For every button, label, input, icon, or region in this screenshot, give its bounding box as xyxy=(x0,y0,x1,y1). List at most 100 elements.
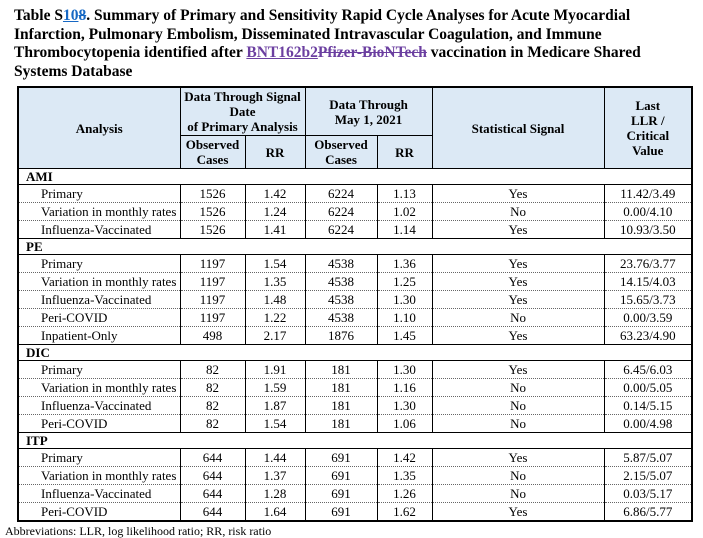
cell-obs1: 82 xyxy=(179,396,246,415)
table-row: Influenza-Vaccinated 1526 1.41 6224 1.14 Yes 1… xyxy=(17,220,693,239)
cell-analysis: Primary xyxy=(17,448,181,467)
cell-signal: No xyxy=(431,484,605,503)
cell-rr1: 1.37 xyxy=(244,466,306,485)
table-row: Primary 82 1.91 181 1.30 Yes 6.45/6.03 xyxy=(17,360,693,379)
cell-obs2: 691 xyxy=(304,484,378,503)
cell-rr2: 1.16 xyxy=(376,378,433,397)
section-label: DIC xyxy=(18,344,693,362)
col-header-observed-cases-2: Observed Cases xyxy=(304,135,378,170)
table-row: Influenza-Vaccinated 1197 1.48 4538 1.30 Yes 1… xyxy=(17,290,693,309)
col-header-rr-1: RR xyxy=(244,135,306,170)
cell-rr2: 1.62 xyxy=(376,502,433,522)
cell-llr: 0.00/3.59 xyxy=(603,308,693,327)
cell-analysis: Inpatient-Only xyxy=(17,326,181,345)
cell-rr2: 1.35 xyxy=(376,466,433,485)
section-row-itp: ITP xyxy=(18,432,693,450)
cell-llr: 11.42/3.49 xyxy=(603,184,693,203)
cell-analysis: Variation in monthly rates xyxy=(17,378,181,397)
title-text-2: . Summary of Primary and Sensitivity Rap… xyxy=(14,7,631,62)
cell-obs1: 1526 xyxy=(179,184,246,203)
table-row: Primary 644 1.44 691 1.42 Yes 5.87/5.07 xyxy=(17,448,693,467)
summary-table: Analysis Data Through Signal Date of Pri… xyxy=(17,86,694,523)
table-row: Variation in monthly rates 644 1.37 691 1.35… xyxy=(17,466,693,485)
cell-obs1: 82 xyxy=(179,360,246,379)
cell-obs2: 691 xyxy=(304,502,378,522)
cell-obs2: 6224 xyxy=(304,220,378,239)
cell-obs2: 691 xyxy=(304,466,378,485)
cell-rr1: 1.48 xyxy=(244,290,306,309)
cell-rr2: 1.02 xyxy=(376,202,433,221)
table-body: AMI Primary 1526 1.42 6224 1.13 Yes 11.42/3.49 V… xyxy=(17,168,693,522)
cell-llr: 5.87/5.07 xyxy=(603,448,693,467)
cell-llr: 10.93/3.50 xyxy=(603,220,693,239)
cell-analysis: Influenza-Vaccinated xyxy=(17,220,181,239)
cell-obs2: 1876 xyxy=(304,326,378,345)
cell-signal: Yes xyxy=(431,220,605,239)
cell-obs1: 82 xyxy=(179,378,246,397)
cell-rr1: 1.59 xyxy=(244,378,306,397)
col-header-statistical-signal: Statistical Signal xyxy=(431,86,605,170)
cell-signal: No xyxy=(431,378,605,397)
header-row-groups: Analysis Data Through Signal Date of Pri… xyxy=(17,86,693,170)
tracked-insertion-number: 10 xyxy=(62,7,79,24)
cell-llr: 0.00/5.05 xyxy=(603,378,693,397)
cell-obs1: 1526 xyxy=(179,220,246,239)
table-title: Table S108. Summary of Primary and Sensi… xyxy=(14,7,688,81)
cell-rr2: 1.30 xyxy=(376,360,433,379)
col-group-signal-date: Data Through Signal Date of Primary Anal… xyxy=(179,86,306,137)
cell-llr: 0.00/4.98 xyxy=(603,414,693,433)
cell-signal: No xyxy=(431,308,605,327)
cell-llr: 0.03/5.17 xyxy=(603,484,693,503)
cell-obs1: 1197 xyxy=(179,290,246,309)
cell-obs1: 1197 xyxy=(179,308,246,327)
cell-analysis: Variation in monthly rates xyxy=(17,202,181,221)
cell-analysis: Primary xyxy=(17,360,181,379)
col-header-rr-2: RR xyxy=(376,135,433,170)
table-row: Variation in monthly rates 82 1.59 181 1.16 N… xyxy=(17,378,693,397)
cell-analysis: Primary xyxy=(17,184,181,203)
cell-analysis: Primary xyxy=(17,254,181,273)
cell-analysis: Variation in monthly rates xyxy=(17,272,181,291)
cell-rr2: 1.13 xyxy=(376,184,433,203)
cell-analysis: Variation in monthly rates xyxy=(17,466,181,485)
cell-signal: Yes xyxy=(431,272,605,291)
cell-rr2: 1.30 xyxy=(376,290,433,309)
section-row-pe: PE xyxy=(18,238,693,256)
cell-obs2: 6224 xyxy=(304,202,378,221)
cell-llr: 2.15/5.07 xyxy=(603,466,693,485)
section-label: ITP xyxy=(18,432,693,450)
section-label: AMI xyxy=(18,168,693,186)
table-row: Influenza-Vaccinated 644 1.28 691 1.26 No 0.03… xyxy=(17,484,693,503)
table-row: Variation in monthly rates 1197 1.35 4538 1.… xyxy=(17,272,693,291)
cell-signal: No xyxy=(431,396,605,415)
section-row-dic: DIC xyxy=(18,344,693,362)
cell-analysis: Peri-COVID xyxy=(17,502,181,522)
cell-obs2: 181 xyxy=(304,360,378,379)
cell-rr1: 1.91 xyxy=(244,360,306,379)
cell-rr2: 1.42 xyxy=(376,448,433,467)
cell-rr1: 2.17 xyxy=(244,326,306,345)
cell-rr1: 1.22 xyxy=(244,308,306,327)
table-row: Inpatient-Only 498 2.17 1876 1.45 Yes 63.23/4.… xyxy=(17,326,693,345)
tracked-deletion-number: 8 xyxy=(78,7,87,24)
cell-rr1: 1.54 xyxy=(244,414,306,433)
cell-signal: Yes xyxy=(431,360,605,379)
cell-signal: Yes xyxy=(431,502,605,522)
cell-obs1: 644 xyxy=(179,448,246,467)
cell-rr2: 1.25 xyxy=(376,272,433,291)
cell-obs2: 181 xyxy=(304,414,378,433)
cell-llr: 23.76/3.77 xyxy=(603,254,693,273)
cell-signal: No xyxy=(431,466,605,485)
cell-signal: Yes xyxy=(431,184,605,203)
cell-rr1: 1.64 xyxy=(244,502,306,522)
cell-llr: 14.15/4.03 xyxy=(603,272,693,291)
cell-obs1: 82 xyxy=(179,414,246,433)
cell-obs2: 4538 xyxy=(304,308,378,327)
cell-llr: 15.65/3.73 xyxy=(603,290,693,309)
title-text-3: vaccination in Medicare Shared Systems D… xyxy=(14,44,641,80)
table-row: Peri-COVID 82 1.54 181 1.06 No 0.00/4.98 xyxy=(17,414,693,433)
table-row: Peri-COVID 1197 1.22 4538 1.10 No 0.00/3.59 xyxy=(17,308,693,327)
title-text-1: Table S xyxy=(14,7,63,24)
cell-rr1: 1.24 xyxy=(244,202,306,221)
